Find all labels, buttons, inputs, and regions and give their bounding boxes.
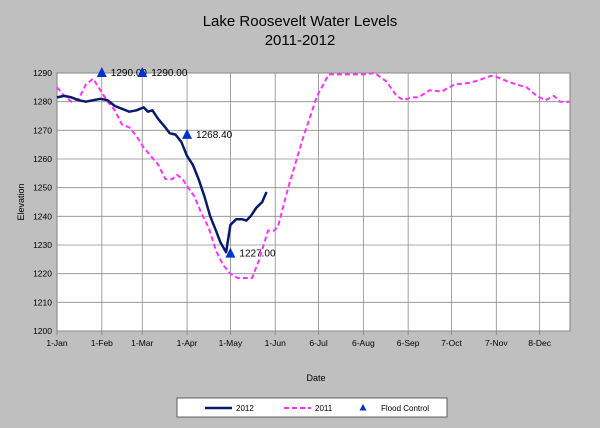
flood-control-marker: [225, 247, 236, 258]
x-tick-label: 8-Dec: [528, 338, 551, 348]
legend-flood-control-label: Flood Control: [381, 404, 429, 413]
flood-control-marker: [137, 67, 148, 77]
chart-subtitle: 2011-2012: [265, 32, 336, 49]
y-tick-label: 1290: [33, 68, 52, 78]
x-axis-label: Date: [306, 373, 325, 383]
flood-control-markers: 1290.00 1290.00 1268.40 1227.00: [96, 67, 276, 260]
x-tick-label: 1-Mar: [131, 338, 153, 348]
y-axis-label: Elevation: [16, 183, 26, 220]
flood-control-label: 1268.40: [196, 130, 233, 141]
legend-box: [176, 397, 448, 418]
x-tick-label: 6-Aug: [352, 338, 375, 348]
y-tick-label: 1230: [33, 240, 52, 250]
legend-2011-label: 2011: [315, 404, 333, 413]
flood-control-label: 1290.00: [151, 68, 188, 79]
flood-control-label: 1227.00: [239, 249, 276, 260]
x-tick-label: 1-Apr: [177, 338, 198, 348]
x-tick-label: 6-Sep: [397, 338, 420, 348]
series-line-2011: [56, 72, 570, 279]
x-tick-labels: 1-Jan 1-Feb 1-Mar 1-Apr 1-May 1-Jun 6-Jul 6-Aug…: [46, 338, 551, 348]
y-tick-label: 1250: [33, 183, 52, 193]
y-tick-label: 1240: [33, 211, 52, 221]
y-tick-label: 1270: [33, 125, 52, 135]
x-tick-label: 7-Nov: [485, 338, 508, 348]
flood-control-marker: [96, 67, 107, 77]
flood-control-marker: [182, 128, 193, 139]
flood-control-label: 1290.00: [111, 68, 148, 79]
y-tick-label: 1220: [33, 269, 52, 279]
chart-title: Lake Roosevelt Water Levels: [203, 13, 398, 30]
legend-flood-control-swatch: [359, 404, 367, 411]
y-tick-label: 1210: [33, 297, 52, 307]
y-tick-labels: 1200 1210 1220 1230 1240 1250 1260 1270 1280 1290: [33, 68, 52, 336]
y-tick-label: 1260: [33, 154, 52, 164]
x-tick-label: 6-Jul: [309, 338, 328, 348]
series-lines: [56, 72, 570, 279]
legend-2012-label: 2012: [236, 404, 254, 413]
x-tick-label: 1-Jun: [265, 338, 287, 348]
y-tick-label: 1280: [33, 97, 52, 107]
series-line-2012: [56, 94, 268, 254]
x-tick-label: 1-Feb: [91, 338, 113, 348]
x-tick-label: 7-Oct: [441, 338, 462, 348]
y-tick-label: 1200: [33, 326, 52, 336]
legend: 2012 2011 Flood Control: [176, 397, 448, 418]
grid-lines: [56, 72, 570, 335]
x-tick-label: 1-Jan: [46, 338, 68, 348]
x-tick-label: 1-May: [219, 338, 243, 348]
